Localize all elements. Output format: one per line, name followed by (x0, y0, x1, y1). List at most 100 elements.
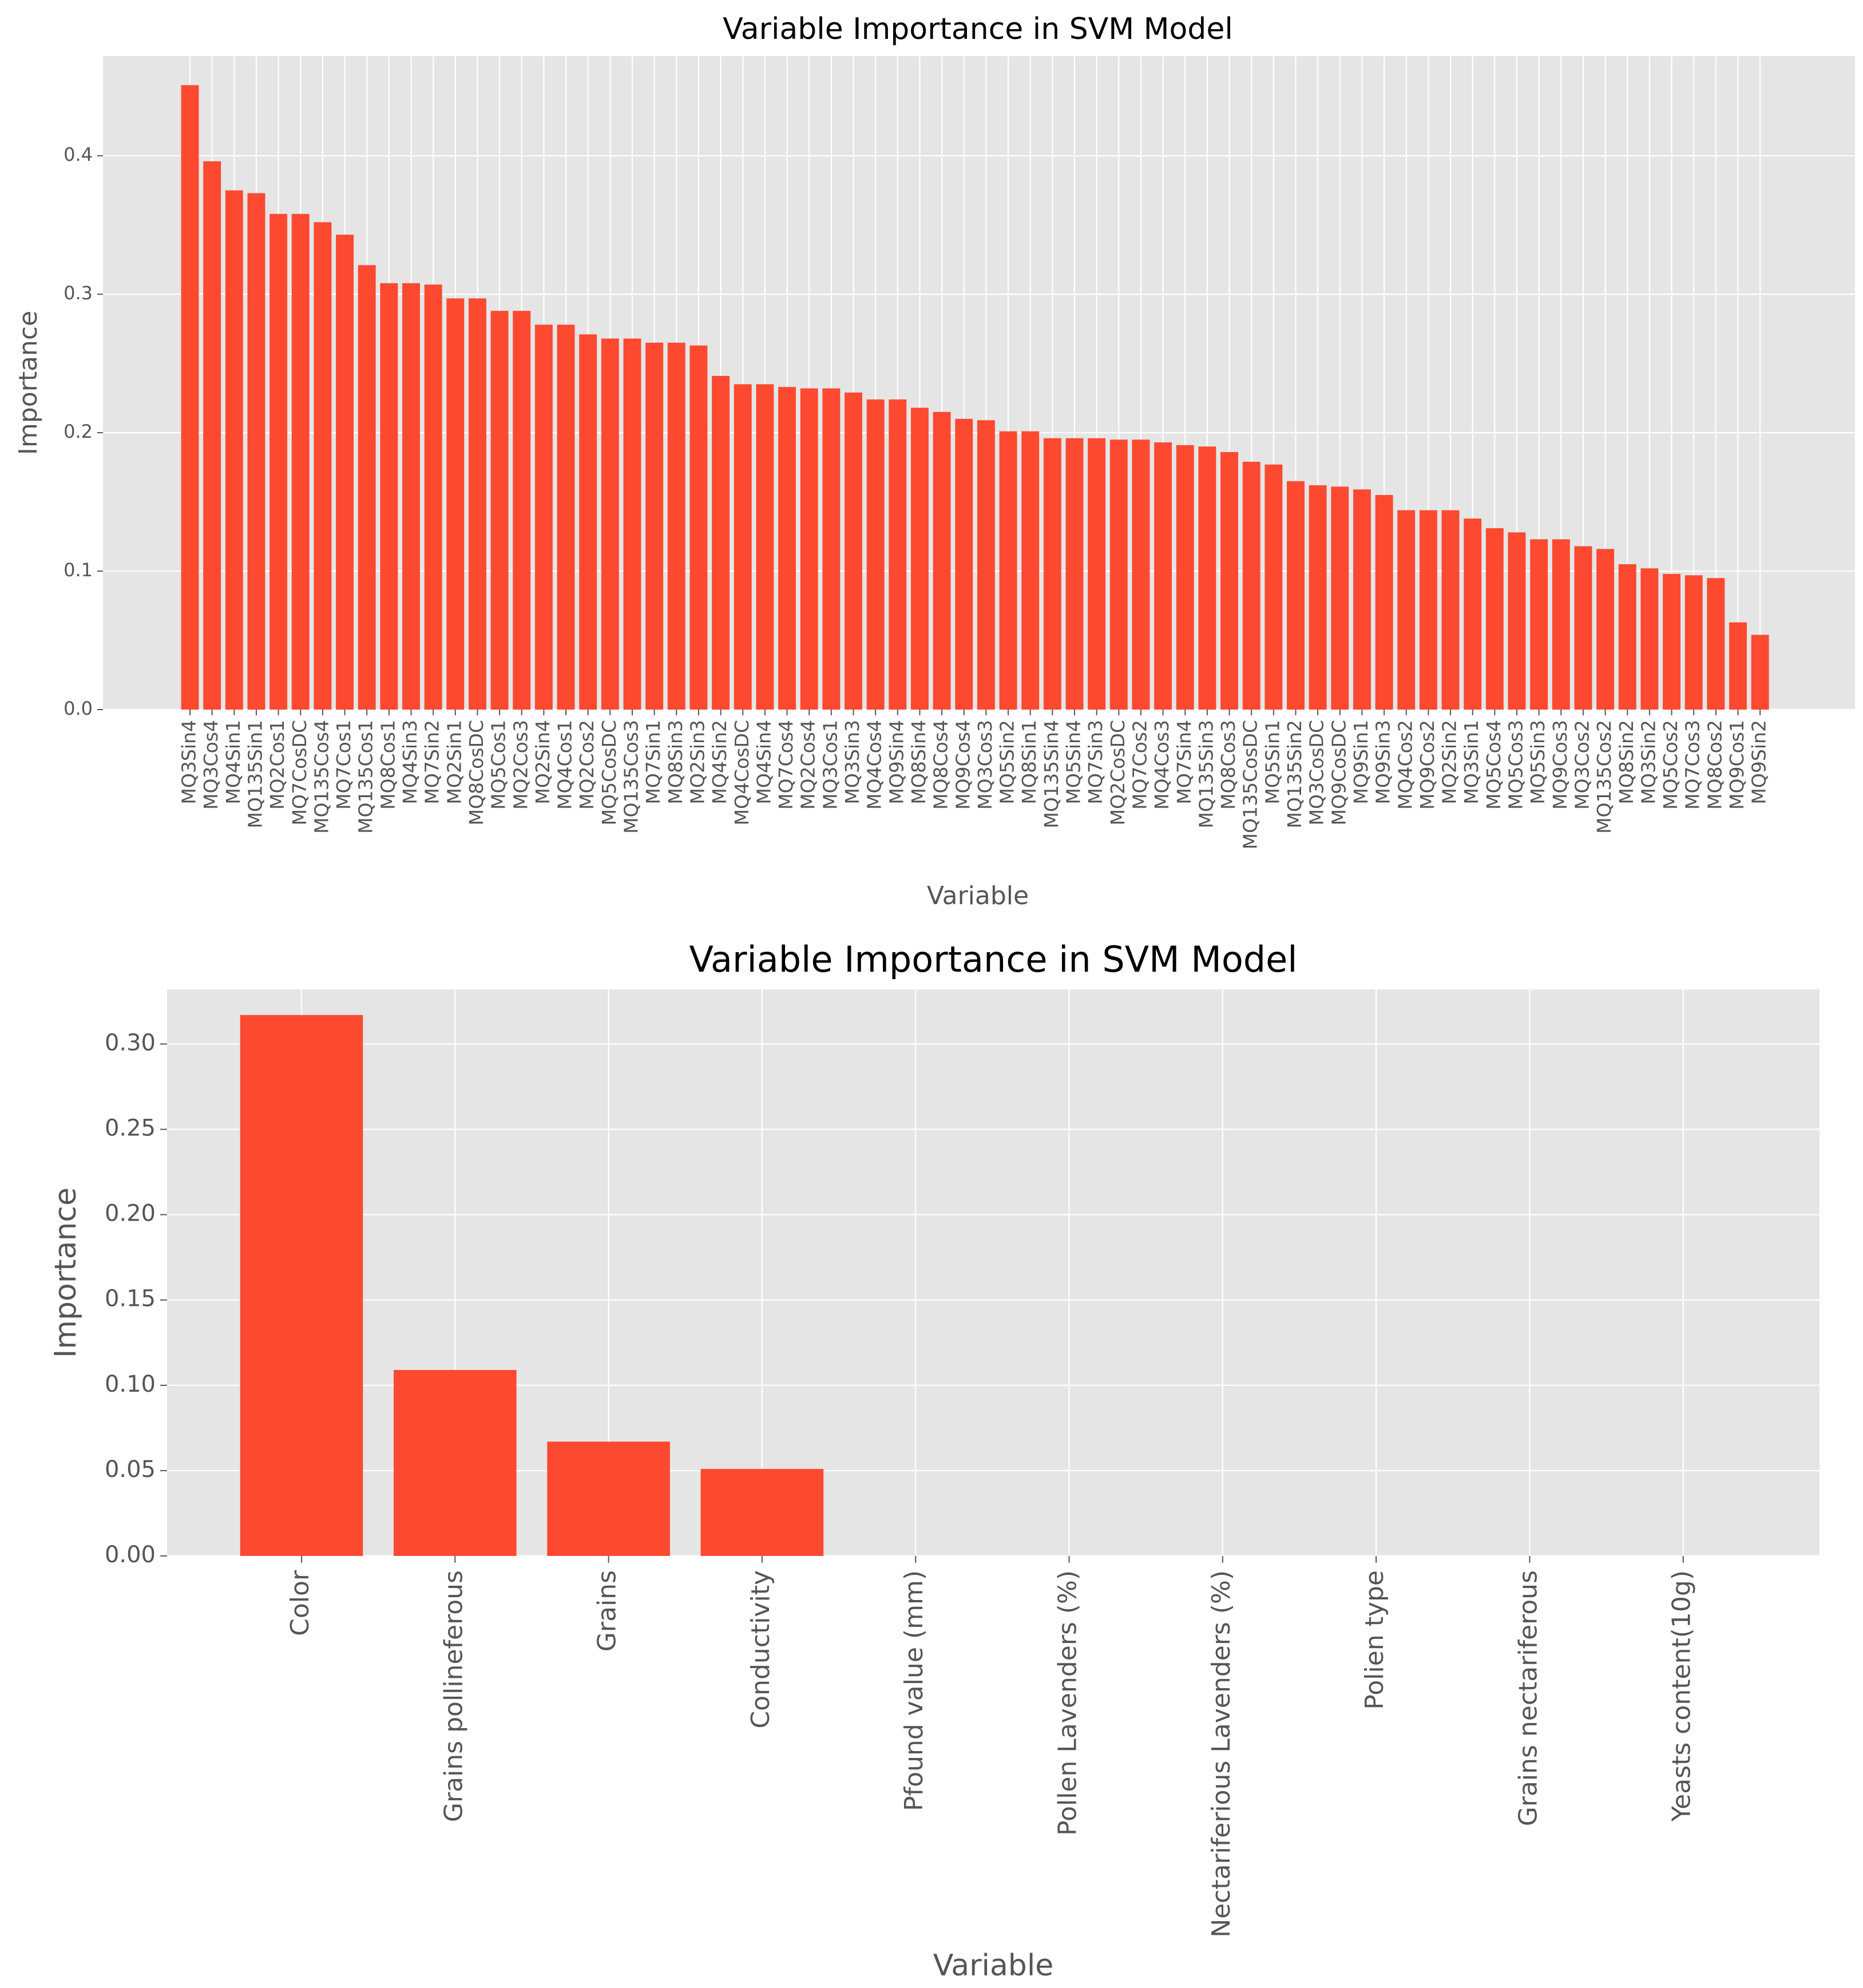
bar (269, 213, 288, 710)
x-tick-label: MQ2Cos2 (576, 720, 598, 810)
y-tick-label: 0.05 (105, 1456, 156, 1483)
x-tick-label: MQ7Cos1 (332, 720, 355, 810)
bar (889, 399, 907, 710)
bar (1441, 510, 1460, 710)
bar (203, 161, 221, 710)
chart-title: Variable Importance in SVM Model (723, 12, 1233, 46)
x-tick-label: MQ4Sin3 (399, 720, 421, 804)
x-tick-label: MQ135Cos1 (355, 720, 377, 834)
bar (490, 311, 509, 710)
bar (394, 1369, 517, 1556)
bar (291, 213, 310, 710)
bar (1729, 622, 1747, 710)
x-tick-label: MQ2Sin3 (686, 720, 708, 804)
bar (1596, 549, 1615, 710)
x-tick-label: Pollen Lavenders (%) (1053, 1570, 1083, 1836)
x-tick-label: MQ3CosDC (1306, 720, 1328, 825)
bar (933, 411, 951, 710)
y-tick-label: 0.2 (64, 421, 93, 442)
bar (513, 311, 531, 710)
x-tick-label: MQ9Sin4 (885, 720, 907, 804)
y-tick-label: 0.25 (105, 1115, 156, 1142)
x-tick-label: MQ2Sin1 (443, 720, 465, 804)
bar (845, 392, 862, 710)
x-tick-label: MQ3Cos3 (974, 720, 996, 810)
x-tick-label: MQ4Cos3 (1151, 720, 1173, 810)
bar (756, 384, 774, 710)
y-axis-title: Importance (49, 1187, 83, 1358)
bar (1309, 485, 1327, 710)
bar (1331, 486, 1349, 710)
bar (700, 1468, 824, 1556)
bar (1220, 452, 1238, 710)
x-tick-label: MQ135CosDC (1239, 720, 1262, 849)
bar (1419, 510, 1437, 710)
x-tick-label: MQ5Sin4 (1063, 720, 1085, 804)
y-tick-label: 0.20 (105, 1201, 156, 1227)
bar (247, 193, 265, 710)
bar (181, 85, 199, 710)
bar (689, 345, 708, 710)
x-tick-label: MQ7Sin4 (1173, 720, 1195, 804)
x-tick-label: MQ8Sin3 (664, 720, 687, 804)
bar (469, 298, 486, 710)
bar (778, 387, 796, 710)
x-tick-label: Nectariferious Lavenders (%) (1207, 1570, 1236, 1938)
x-tick-label: MQ3Cos1 (819, 720, 841, 810)
x-tick-label: MQ9Cos4 (952, 720, 974, 810)
x-tick-label: MQ7Cos3 (1682, 720, 1704, 810)
x-tick-label: MQ8Cos2 (1703, 720, 1726, 810)
bar (225, 190, 243, 710)
bars (181, 85, 1769, 710)
x-tick-label: Yeasts content(10g) (1667, 1570, 1696, 1822)
chart-title: Variable Importance in SVM Model (689, 938, 1297, 980)
x-tick-label: Grains pollineferous (439, 1570, 468, 1822)
bar (1132, 439, 1150, 710)
bar (1751, 635, 1769, 710)
bar (240, 1015, 363, 1556)
x-tick-label: MQ7Cos4 (775, 720, 797, 810)
bar (557, 324, 575, 710)
bar (955, 418, 973, 710)
bar (1375, 494, 1393, 710)
x-tick-label: Polien type (1360, 1570, 1389, 1710)
x-tick-label: MQ2CosDC (1107, 720, 1129, 825)
x-tick-label: MQ135Sin3 (1195, 720, 1217, 828)
x-tick-label: MQ135Sin2 (1283, 720, 1306, 828)
bar (734, 384, 752, 710)
y-tick-label: 0.30 (105, 1029, 156, 1056)
y-tick-label: 0.3 (64, 282, 93, 304)
bar (1663, 573, 1680, 710)
x-tick-label: MQ135Cos4 (310, 720, 332, 834)
bar (1574, 546, 1592, 710)
x-tick-label: MQ135Sin1 (244, 720, 266, 828)
bar (800, 388, 818, 710)
x-tick-label: MQ7Sin3 (1084, 720, 1107, 804)
x-tick-label: MQ9Sin2 (1748, 720, 1770, 804)
x-tick-label: MQ4CosDC (731, 720, 753, 825)
bar (712, 375, 730, 710)
x-tick-label: Color (286, 1570, 315, 1636)
bar (1353, 489, 1371, 710)
x-tick-label: MQ7Cos2 (1128, 720, 1151, 810)
bar (336, 235, 354, 710)
x-tick-label: MQ2Cos4 (797, 720, 819, 810)
x-tick-label: MQ2Sin2 (1438, 720, 1461, 804)
x-tick-label: MQ4Cos1 (554, 720, 576, 810)
bar (667, 342, 685, 710)
x-axis-title: Variable (927, 881, 1029, 910)
bar (1397, 510, 1416, 710)
bars (240, 1015, 824, 1556)
y-tick-label: 0.1 (64, 559, 93, 581)
x-tick-label: MQ8Cos3 (1217, 720, 1239, 810)
x-tick-label: MQ3Sin4 (178, 720, 200, 804)
x-tick-label: Pfound value (mm) (899, 1570, 929, 1811)
x-tick-label: MQ4Sin2 (708, 720, 731, 804)
bar (1287, 481, 1305, 710)
x-tick-label: MQ3Sin2 (1637, 720, 1659, 804)
bar (1242, 461, 1261, 710)
bar (1508, 532, 1526, 710)
x-tick-label: MQ9CosDC (1327, 720, 1350, 825)
bar (1043, 438, 1061, 710)
